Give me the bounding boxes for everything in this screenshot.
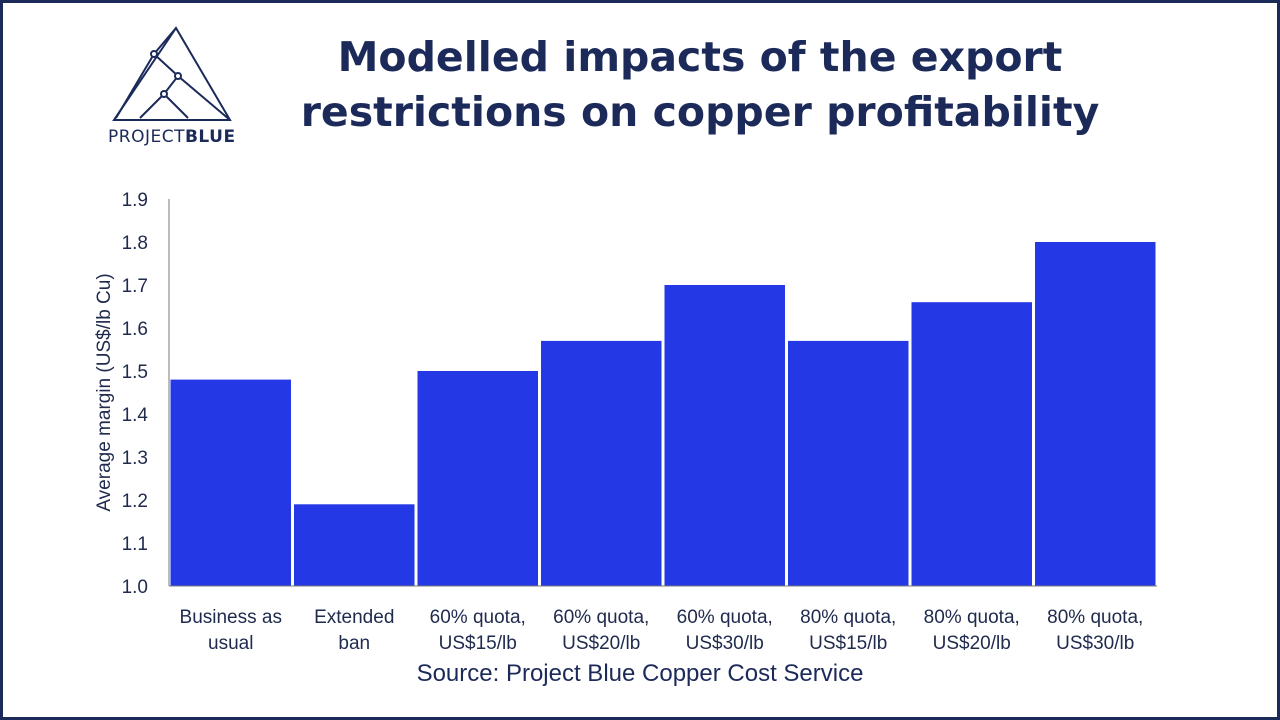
x-category-label: US$30/lb: [686, 633, 764, 654]
bar: [417, 371, 538, 586]
brand-wordmark-bold: BLUE: [184, 127, 236, 147]
x-category-label: 80% quota,: [1047, 607, 1143, 628]
x-category-label: US$20/lb: [933, 633, 1011, 654]
bar: [541, 340, 662, 586]
x-category-label: Extended: [314, 607, 394, 628]
y-tick-label: 1.4: [122, 405, 149, 426]
x-category-label: 60% quota,: [553, 607, 649, 628]
chart-title: Modelled impacts of the export restricti…: [260, 30, 1140, 140]
y-tick-label: 1.7: [122, 276, 148, 297]
chart-title-line-1: Modelled impacts of the export: [337, 33, 1063, 81]
x-category-label: 80% quota,: [800, 607, 896, 628]
x-category-label: usual: [208, 633, 253, 654]
bar: [911, 302, 1032, 586]
y-axis-title: Average margin (US$/lb Cu): [94, 273, 115, 511]
y-tick-label: 1.5: [122, 362, 148, 383]
bar: [294, 504, 415, 586]
bar: [1035, 242, 1156, 586]
y-tick-label: 1.9: [122, 190, 148, 211]
x-category-label: 80% quota,: [924, 607, 1020, 628]
bars: [170, 242, 1156, 586]
chart-title-line-2: restrictions on copper profitability: [300, 88, 1100, 136]
y-tick-label: 1.1: [122, 534, 148, 555]
x-category-label: 60% quota,: [430, 607, 526, 628]
axes: [168, 199, 1157, 587]
x-category-label: ban: [338, 633, 370, 654]
brand-wordmark-light: PROJECT: [108, 127, 185, 147]
y-tick-label: 1.6: [122, 319, 148, 340]
y-tick-label: 1.0: [122, 577, 148, 598]
x-category-label: US$20/lb: [562, 633, 640, 654]
x-category-label: Business as: [180, 607, 282, 628]
bar: [664, 285, 785, 586]
x-category-label: US$15/lb: [439, 633, 517, 654]
y-tick-label: 1.8: [122, 233, 148, 254]
project-blue-logo-icon: [112, 26, 232, 121]
bar: [170, 379, 291, 586]
x-category-label: 60% quota,: [677, 607, 773, 628]
brand-wordmark: PROJECTBLUE: [108, 127, 236, 147]
bar: [788, 340, 909, 586]
y-axis-tick-labels: 1.0 1.1 1.2 1.3 1.4 1.5 1.6 1.7 1.8 1.9: [122, 190, 149, 598]
x-category-label: US$30/lb: [1056, 633, 1134, 654]
x-category-label: US$15/lb: [809, 633, 887, 654]
source-note: Source: Project Blue Copper Cost Service: [416, 660, 864, 687]
y-tick-label: 1.3: [122, 448, 148, 469]
y-tick-label: 1.2: [122, 491, 148, 512]
x-axis-category-labels: Business as usual Extended ban 60% quota, US$…: [180, 607, 1144, 654]
